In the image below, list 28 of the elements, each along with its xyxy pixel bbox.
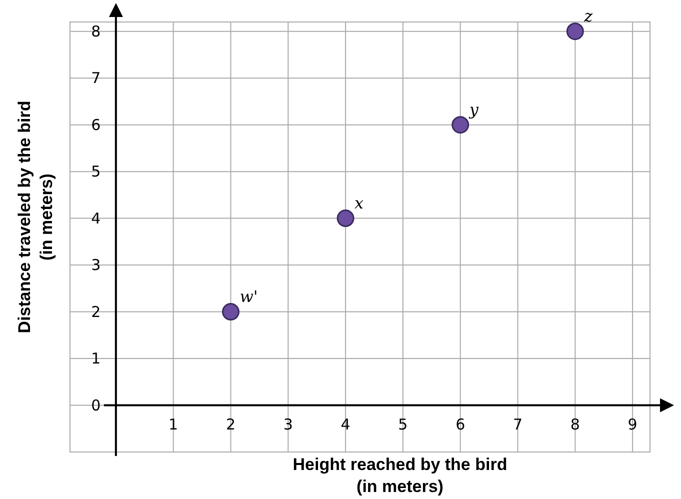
- y-tick-label: 4: [91, 209, 101, 228]
- annotation: w': [240, 286, 258, 306]
- point: [336, 210, 354, 228]
- y-tick-label: 7: [91, 69, 101, 88]
- x-tick-label: 2: [226, 415, 236, 434]
- x-tick-label: 1: [168, 415, 178, 434]
- y-axis-title: Distance traveled by the bird (in meters): [15, 100, 56, 334]
- x-axis-title: Height reached by the bird (in meters): [292, 455, 508, 496]
- point: [222, 303, 240, 321]
- annotation: z: [583, 6, 594, 26]
- y-tick-label: 3: [91, 256, 101, 274]
- y-tick-label: 8: [91, 22, 101, 40]
- y-tick-label: 1: [91, 350, 101, 368]
- x-tick-label: 4: [340, 415, 350, 434]
- x-tick-label: 3: [283, 415, 293, 434]
- point: [452, 116, 470, 134]
- x-tick-label: 6: [456, 415, 466, 434]
- y-tick-label: 0: [91, 396, 101, 414]
- annotation: y: [468, 100, 480, 119]
- x-tick-label: 9: [628, 415, 638, 434]
- y-tick-label: 2: [91, 302, 101, 321]
- x-tick-label: 8: [570, 415, 580, 434]
- annotation: x: [354, 193, 364, 212]
- x-tick-label: 7: [512, 415, 523, 434]
- x-tick-label: 5: [398, 415, 408, 434]
- y-tick-label: 5: [91, 162, 101, 181]
- y-tick-label: 6: [91, 116, 101, 134]
- point: [566, 22, 584, 40]
